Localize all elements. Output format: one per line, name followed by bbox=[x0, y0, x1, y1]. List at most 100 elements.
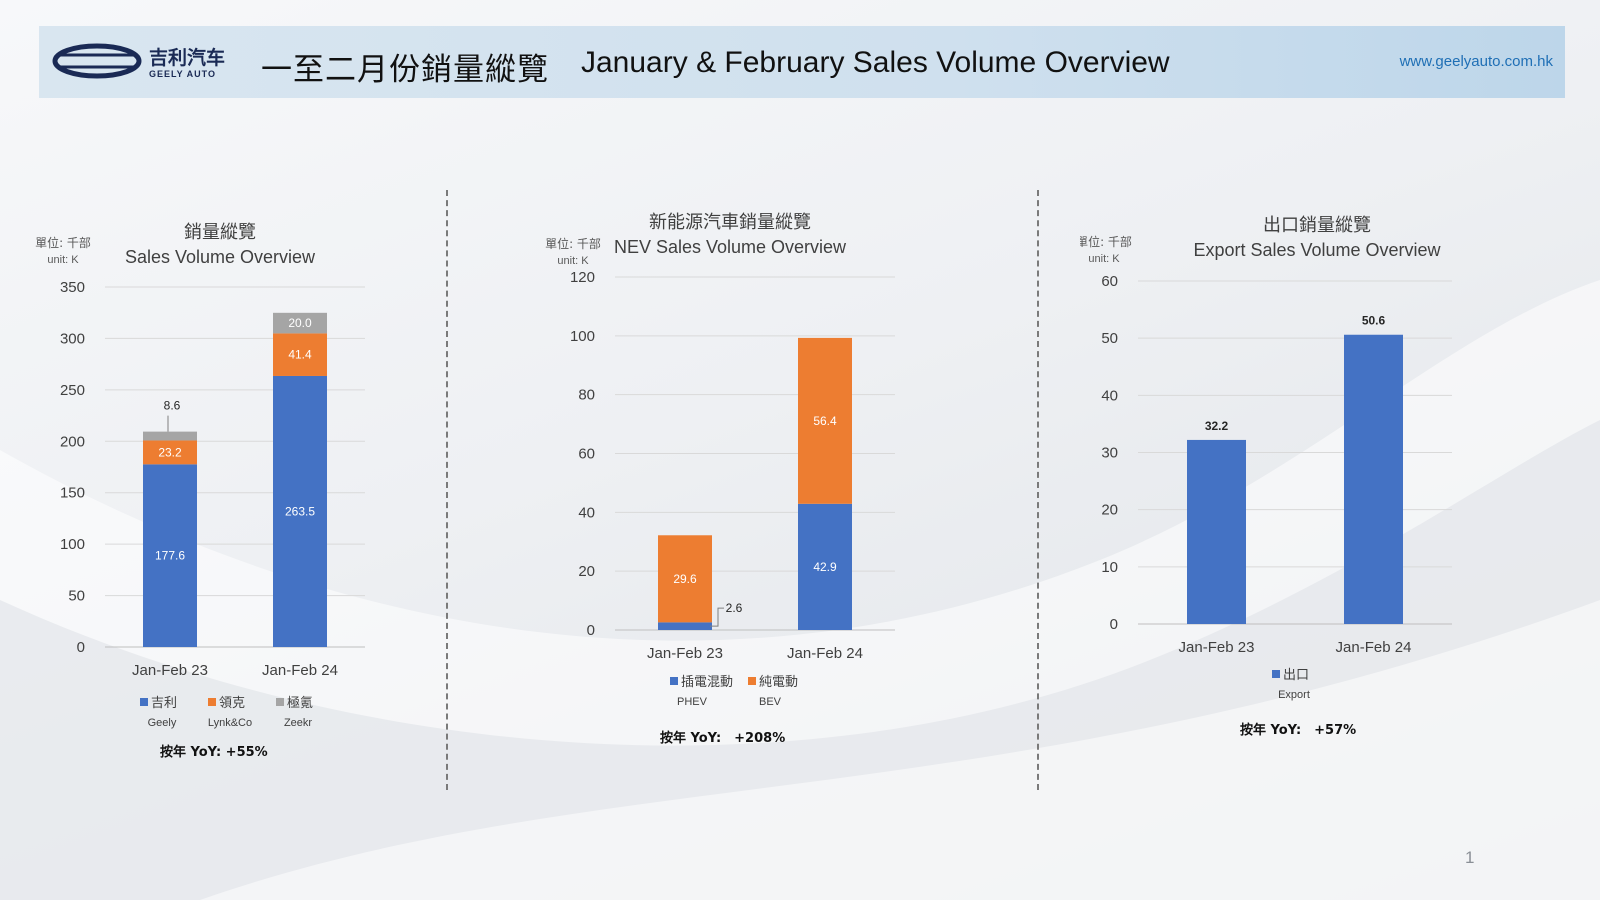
bar-segment bbox=[1344, 334, 1403, 624]
bar-segment bbox=[143, 431, 197, 441]
bar-segment bbox=[273, 375, 327, 647]
yoy-growth-label: 按年 YoY: +208% bbox=[660, 730, 785, 746]
legend-label: 領克 bbox=[219, 695, 245, 711]
unit-label-en: unit: K bbox=[47, 254, 79, 266]
y-tick-label: 20 bbox=[1101, 502, 1118, 519]
bar-segment bbox=[1187, 439, 1246, 624]
legend-label-en: Lynk&Co bbox=[208, 717, 252, 729]
x-category-label: Jan-Feb 23 bbox=[132, 662, 208, 679]
data-label: 263.5 bbox=[285, 504, 315, 518]
legend-label: 吉利 bbox=[151, 696, 177, 711]
legend-label: 極氪 bbox=[287, 695, 313, 711]
legend-label-en: Zeekr bbox=[284, 717, 312, 729]
data-label: 20.0 bbox=[288, 316, 312, 330]
data-label: 50.6 bbox=[1362, 314, 1386, 328]
chart-title: Export Sales Volume Overview bbox=[1193, 240, 1441, 260]
data-label: 23.2 bbox=[158, 445, 182, 459]
legend-swatch bbox=[670, 677, 678, 685]
data-label: 29.6 bbox=[673, 572, 697, 586]
y-tick-label: 350 bbox=[60, 279, 85, 296]
bar-segment bbox=[143, 440, 197, 465]
legend-label-en: Geely bbox=[148, 717, 177, 729]
y-tick-label: 80 bbox=[578, 387, 595, 404]
data-label: 56.4 bbox=[813, 414, 837, 428]
website-link[interactable]: www.geelyauto.com.hk bbox=[1399, 53, 1553, 70]
header-banner: 吉利汽车 GEELY AUTO 一至二月份銷量縱覽 January & Febr… bbox=[39, 26, 1565, 98]
bar-segment bbox=[658, 622, 712, 630]
y-tick-label: 40 bbox=[1101, 387, 1118, 404]
y-tick-label: 120 bbox=[570, 269, 595, 286]
x-category-label: Jan-Feb 23 bbox=[647, 645, 723, 662]
page-number: 1 bbox=[1465, 848, 1475, 867]
legend-label-en: Export bbox=[1278, 689, 1310, 701]
y-tick-label: 60 bbox=[1101, 273, 1118, 290]
y-tick-label: 150 bbox=[60, 485, 85, 502]
bar-segment bbox=[658, 535, 712, 623]
legend-label: 出口 bbox=[1283, 668, 1309, 683]
chart-title: NEV Sales Volume Overview bbox=[614, 237, 847, 257]
page-title-en: January & February Sales Volume Overview bbox=[581, 46, 1170, 79]
y-tick-label: 100 bbox=[60, 536, 85, 553]
y-tick-label: 40 bbox=[578, 504, 595, 521]
divider-right bbox=[1037, 190, 1039, 790]
legend-swatch bbox=[276, 698, 284, 706]
bar-segment bbox=[143, 464, 197, 647]
y-tick-label: 10 bbox=[1101, 559, 1118, 576]
data-label: 8.6 bbox=[164, 399, 181, 413]
callout-line bbox=[710, 607, 724, 627]
y-tick-label: 200 bbox=[60, 433, 85, 450]
page-title-cn: 一至二月份銷量縱覽 bbox=[261, 52, 549, 88]
x-category-label: Jan-Feb 23 bbox=[1179, 639, 1255, 656]
chart-title: Sales Volume Overview bbox=[125, 247, 316, 267]
divider-left bbox=[446, 190, 448, 790]
data-label: 42.9 bbox=[813, 560, 837, 574]
logo-text-cn: 吉利汽车 bbox=[149, 46, 225, 69]
legend-label: 插電混動 bbox=[681, 675, 733, 690]
y-tick-label: 60 bbox=[578, 446, 595, 463]
y-tick-label: 250 bbox=[60, 382, 85, 399]
chart-title-cn: 銷量縱覽 bbox=[184, 222, 256, 243]
y-tick-label: 0 bbox=[587, 622, 595, 639]
unit-label-cn: 單位: 千部 bbox=[1080, 234, 1132, 249]
bar-segment bbox=[273, 333, 327, 376]
bar-segment bbox=[273, 312, 327, 334]
yoy-growth-label: 按年 YoY: +55% bbox=[160, 744, 268, 760]
y-tick-label: 0 bbox=[77, 639, 85, 656]
x-category-label: Jan-Feb 24 bbox=[787, 645, 863, 662]
y-tick-label: 30 bbox=[1101, 445, 1118, 462]
legend-label-en: BEV bbox=[759, 696, 782, 708]
geely-logo: 吉利汽车 GEELY AUTO bbox=[52, 43, 225, 79]
legend-swatch bbox=[1272, 670, 1280, 678]
x-category-label: Jan-Feb 24 bbox=[1336, 639, 1412, 656]
sales-volume-chart: 銷量縱覽 Sales Volume Overview 單位: 千部 unit: K 0 5… bbox=[35, 222, 365, 760]
data-label: 2.6 bbox=[726, 601, 743, 615]
data-label: 177.6 bbox=[155, 549, 185, 563]
yoy-growth-label: 按年 YoY: +57% bbox=[1240, 722, 1356, 738]
y-tick-label: 20 bbox=[578, 563, 595, 580]
y-tick-label: 50 bbox=[1101, 330, 1118, 347]
logo-text-en: GEELY AUTO bbox=[149, 69, 216, 79]
unit-label-en: unit: K bbox=[557, 255, 589, 267]
export-sales-chart: 出口銷量縱覽 Export Sales Volume Overview 單位: 千部… bbox=[1080, 215, 1452, 738]
unit-label-cn: 單位: 千部 bbox=[545, 236, 601, 251]
chart-title-cn: 新能源汽車銷量縱覽 bbox=[649, 212, 811, 233]
chart-title-cn: 出口銷量縱覽 bbox=[1263, 215, 1371, 236]
legend-label: 純電動 bbox=[759, 675, 798, 690]
bar-segment bbox=[798, 503, 852, 630]
y-tick-label: 0 bbox=[1110, 616, 1118, 633]
bar-segment bbox=[798, 337, 852, 504]
y-tick-label: 300 bbox=[60, 330, 85, 347]
unit-label-en: unit: K bbox=[1088, 253, 1120, 265]
legend-swatch bbox=[748, 677, 756, 685]
data-label: 41.4 bbox=[288, 348, 312, 362]
nev-sales-chart: 新能源汽車銷量縱覽 NEV Sales Volume Overview 單位: 千部… bbox=[545, 212, 895, 746]
legend-swatch bbox=[140, 698, 148, 706]
legend-swatch bbox=[208, 698, 216, 706]
y-tick-label: 100 bbox=[570, 328, 595, 345]
data-label: 32.2 bbox=[1205, 419, 1229, 433]
x-category-label: Jan-Feb 24 bbox=[262, 662, 338, 679]
y-tick-label: 50 bbox=[68, 588, 85, 605]
unit-label-cn: 單位: 千部 bbox=[35, 235, 91, 250]
legend-label-en: PHEV bbox=[677, 696, 708, 708]
